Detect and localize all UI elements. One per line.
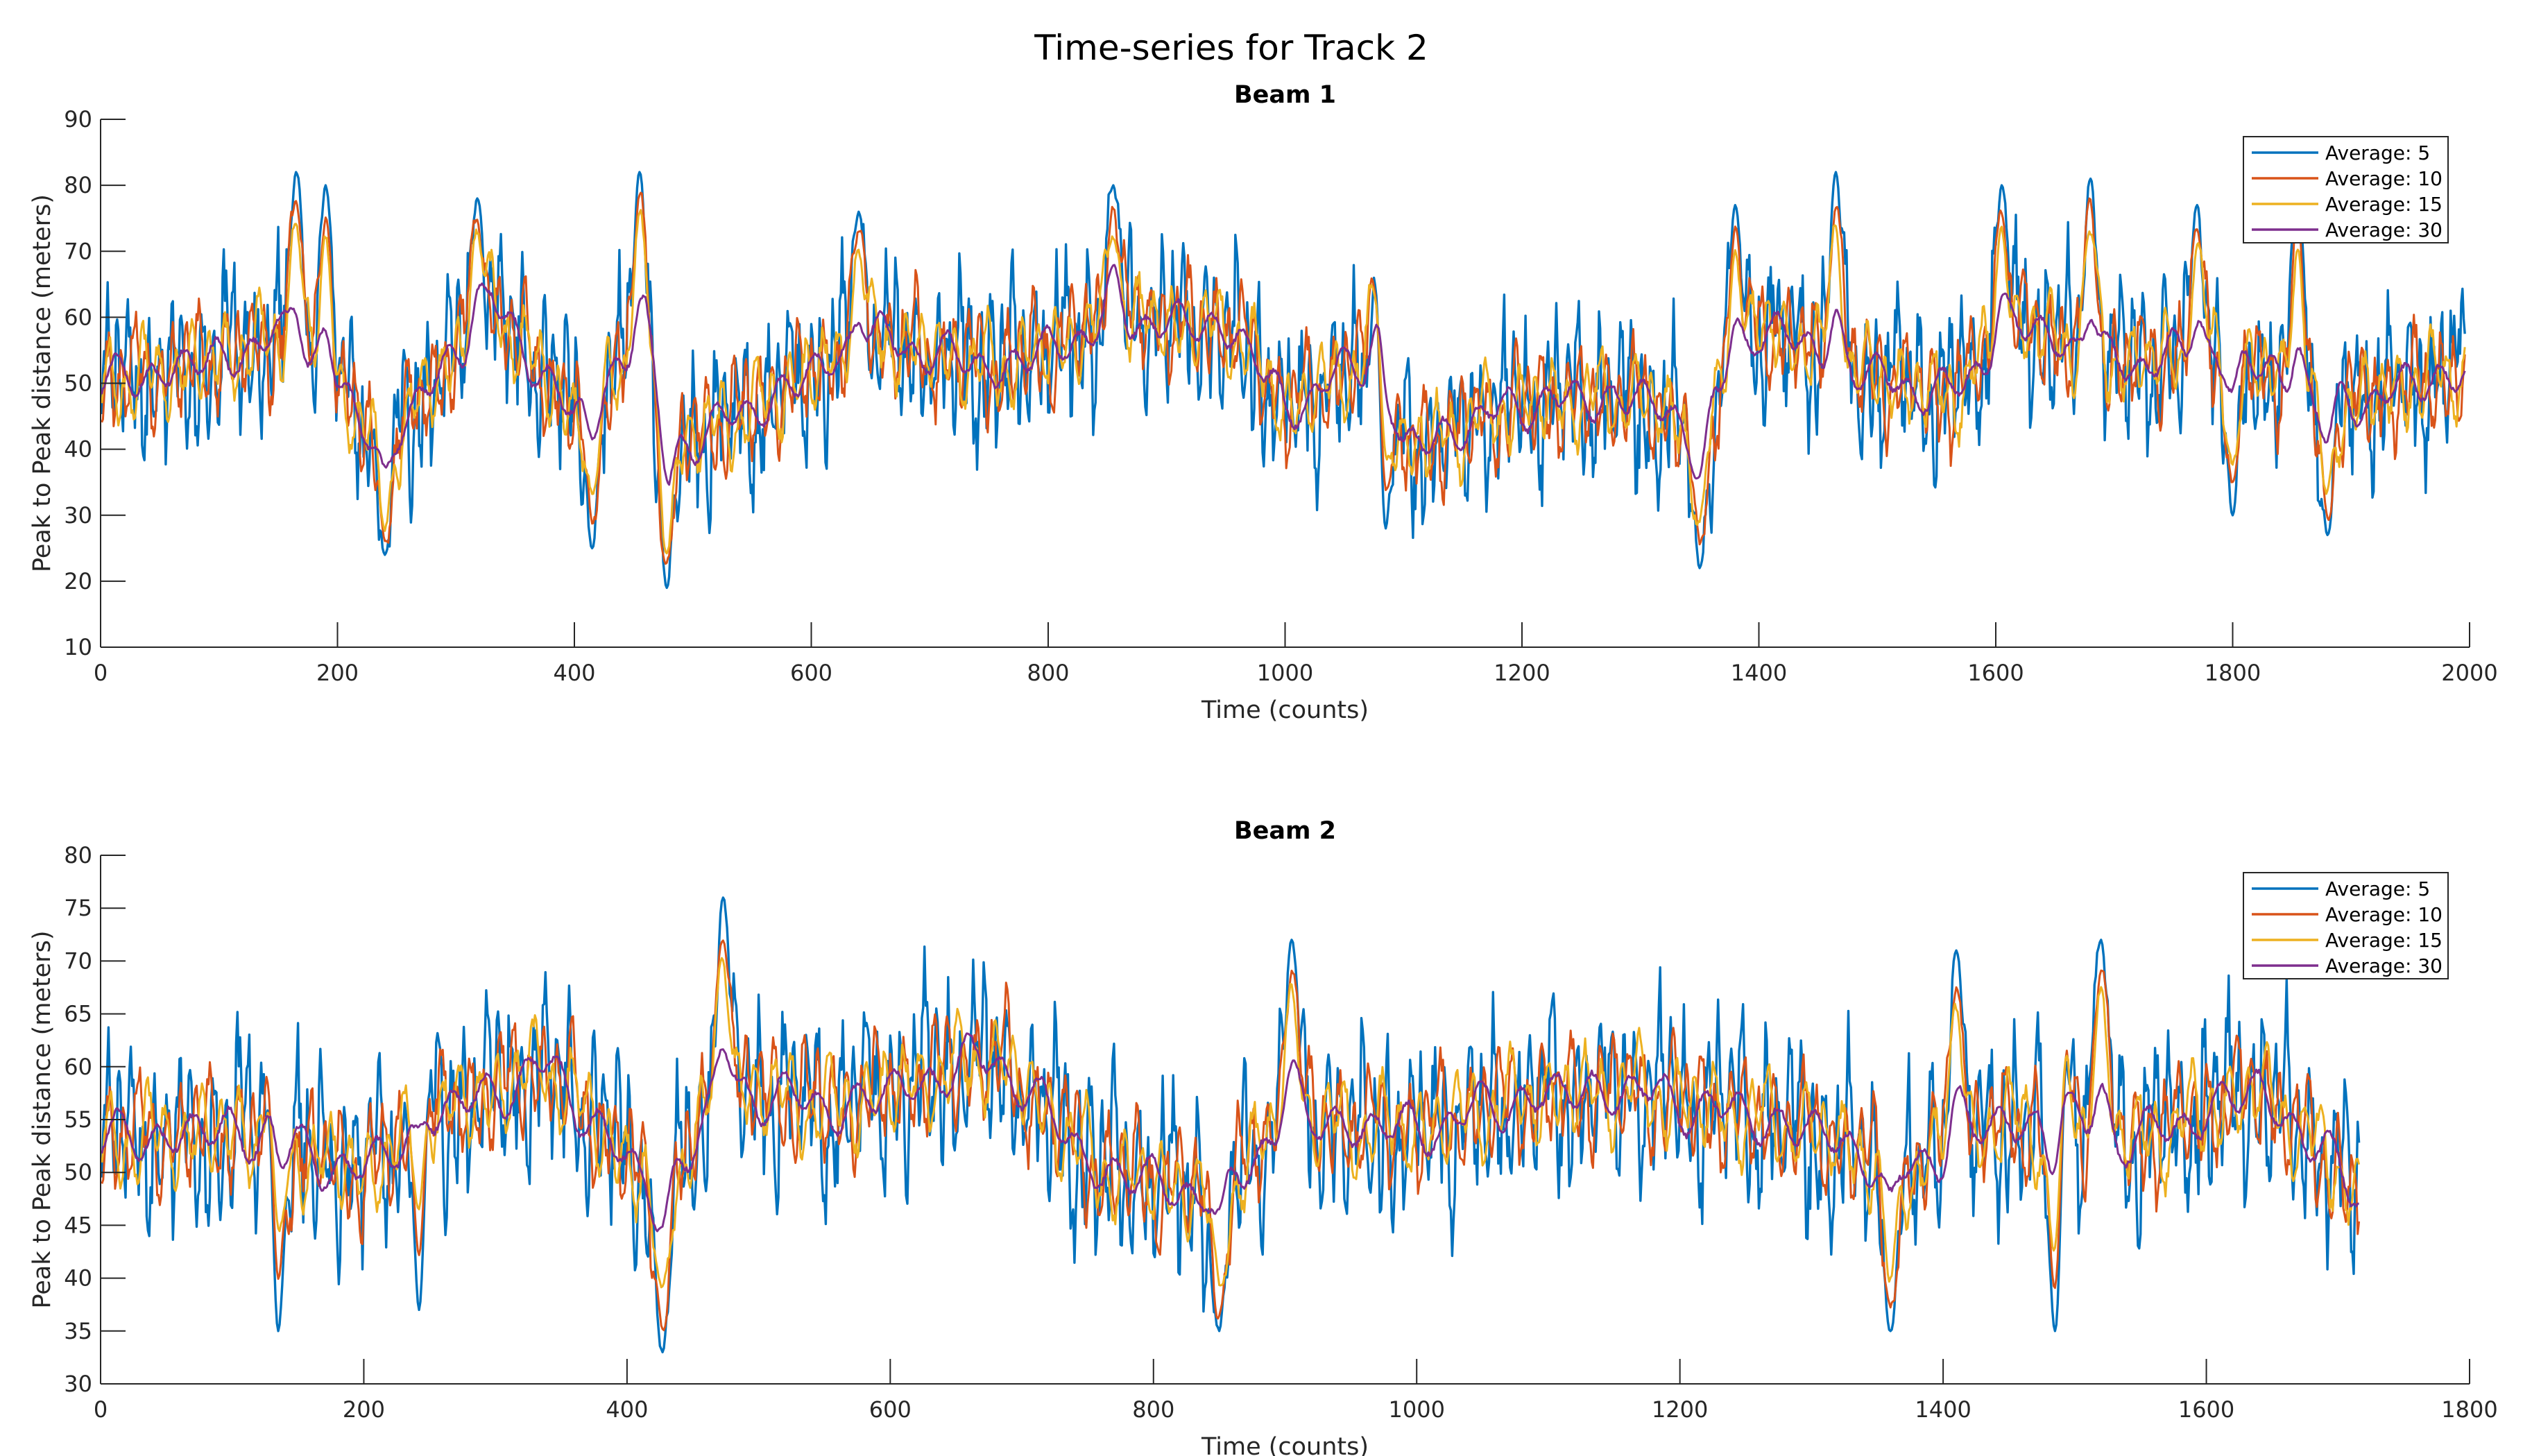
x-tick-label: 400 [553,660,595,686]
x-tick-label: 200 [316,660,359,686]
y-tick-label: 55 [64,1106,92,1133]
x-tick-label: 1600 [2178,1396,2234,1423]
y-tick-label: 80 [64,842,92,868]
x-axis-label: Time (counts) [1201,696,1369,724]
legend-box [2243,136,2449,243]
x-tick-label: 0 [94,660,108,686]
subplot-title: Beam 1 [1234,81,1336,109]
y-tick-label: 75 [64,895,92,921]
series-line-average-5 [101,896,2361,1353]
y-tick-label: 50 [64,370,92,397]
plot-area [101,171,2466,590]
series-line-average-30 [101,1032,2359,1233]
y-tick-label: 60 [64,1054,92,1080]
legend-entry: Average: 10 [2325,903,2443,926]
legend-entry: Average: 10 [2325,167,2443,190]
x-tick-label: 1200 [1494,660,1550,686]
x-tick-label: 800 [1132,1396,1174,1423]
y-tick-label: 70 [64,948,92,974]
subplot-1: 0 200 400 600 800 1000 1200 1400 1600 1800 2000 10 2… [28,81,2498,724]
x-tick-label: 1200 [1652,1396,1708,1423]
y-tick-label: 35 [64,1318,92,1344]
y-tick-label: 80 [64,172,92,198]
x-tick-label: 800 [1027,660,1069,686]
legend: Average: 5 Average: 10 Average: 15Average:… [2243,872,2449,979]
figure-title: Time-series for Track 2 [1034,28,1428,68]
legend-box [2243,872,2449,979]
x-tick-label: 1600 [1967,660,2024,686]
x-tick-label: 600 [790,660,832,686]
x-tick-label: 1800 [2205,660,2261,686]
y-tick-label: 90 [64,106,92,132]
legend-entry: Average: 15 [2325,929,2443,952]
x-tick-label: 1000 [1257,660,1313,686]
y-axis-label: Peak to Peak distance (meters) [28,931,56,1309]
subplot-title: Beam 2 [1234,817,1336,845]
legend-entry: Average: 30 [2325,954,2443,977]
legend-entry: Average: 30 [2325,219,2443,241]
y-tick-label: 30 [64,502,92,529]
x-tick-label: 2000 [2441,660,2497,686]
y-tick-label: 40 [64,1265,92,1292]
y-axis-label: Peak to Peak distance (meters) [28,194,56,572]
x-tick-label: 400 [606,1396,648,1423]
y-tick-label: 40 [64,436,92,463]
y-tick-label: 65 [64,1001,92,1027]
y-tick-label: 70 [64,238,92,264]
y-tick-label: 60 [64,304,92,330]
plot-area [101,896,2361,1353]
x-tick-label: 600 [869,1396,912,1423]
x-tick-label: 1800 [2441,1396,2497,1423]
x-tick-label: 1400 [1731,660,1787,686]
x-tick-label: 0 [94,1396,108,1423]
legend-entry: Average: 5 [2325,877,2430,900]
legend-entry: Average: 15 [2325,193,2443,216]
y-tick-label: 45 [64,1212,92,1238]
series-line-average-30 [101,264,2466,486]
x-tick-label: 1000 [1389,1396,1445,1423]
y-tick-label: 50 [64,1159,92,1185]
y-tick-label: 30 [64,1371,92,1397]
series-line-average-15 [101,957,2361,1289]
y-tick-label: 10 [64,634,92,660]
series-line-average-15 [101,209,2466,555]
x-tick-label: 1400 [1915,1396,1971,1423]
subplot-2: 0 200 400 600 800 1000 1200 1400 1600 1800 30 35 40 4… [28,817,2498,1456]
legend: Average: 5 Average: 10 Average: 15 Average:… [2243,136,2449,243]
y-tick-label: 20 [64,568,92,594]
x-tick-label: 200 [343,1396,385,1423]
x-axis-label: Time (counts) [1201,1433,1369,1456]
legend-entry: Average: 5 [2325,142,2430,164]
